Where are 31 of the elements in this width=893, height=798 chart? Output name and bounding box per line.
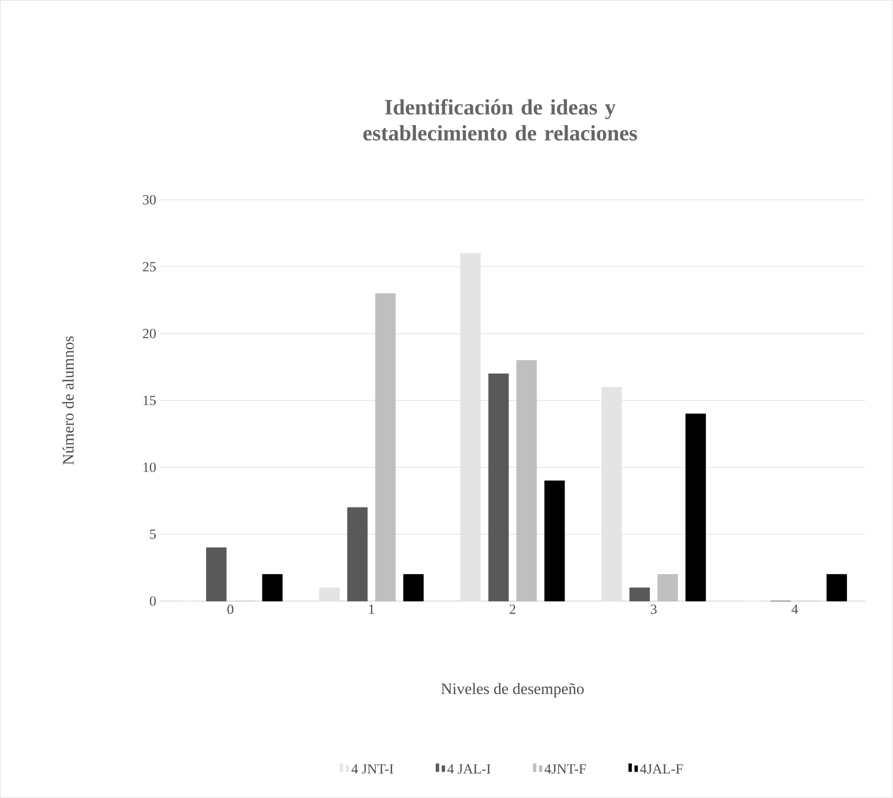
bar bbox=[206, 547, 227, 602]
bar bbox=[347, 507, 368, 602]
bar bbox=[685, 414, 706, 602]
y-tick-label: 10 bbox=[144, 462, 156, 472]
x-axis-title: Niveles de desempeño bbox=[441, 682, 584, 698]
bar bbox=[319, 588, 340, 602]
y-tick-label: 15 bbox=[144, 396, 156, 406]
x-tick-label: 3 bbox=[650, 604, 657, 614]
y-axis-title: Número de alumnos bbox=[62, 336, 74, 465]
legend-label: 4 JAL-I bbox=[447, 764, 490, 774]
x-tick-label: 4 bbox=[792, 604, 798, 614]
x-tick-label: 0 bbox=[227, 604, 234, 614]
chart-title: Identificación de ideas y establecimiento de relaciones bbox=[363, 99, 637, 141]
y-tick-label: 20 bbox=[142, 328, 156, 338]
bar bbox=[403, 574, 424, 602]
bar bbox=[460, 253, 481, 602]
bar bbox=[629, 588, 650, 602]
bar bbox=[262, 574, 283, 602]
y-tick-label: 5 bbox=[150, 530, 156, 539]
legend-label: 4JNT-F bbox=[544, 764, 586, 774]
x-tick-label: 1 bbox=[369, 604, 374, 614]
bar bbox=[488, 374, 509, 602]
bar bbox=[826, 574, 847, 602]
y-tick-label: 0 bbox=[150, 596, 156, 606]
y-tick-label: 30 bbox=[143, 195, 156, 205]
legend-label: 4JAL-F bbox=[640, 764, 683, 774]
y-tick-label: 25 bbox=[142, 262, 156, 272]
legend-label: 4 JNT-I bbox=[351, 764, 394, 774]
bar bbox=[601, 386, 622, 602]
x-tick-label: 2 bbox=[510, 604, 516, 614]
bar bbox=[544, 480, 565, 602]
